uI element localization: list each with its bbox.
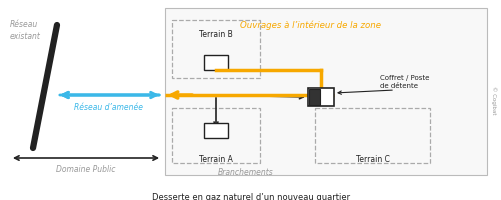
Text: Terrain B: Terrain B: [199, 30, 233, 39]
Bar: [165, 8, 487, 175]
Text: Terrain C: Terrain C: [356, 155, 389, 164]
Bar: [172, 20, 260, 78]
Bar: [172, 108, 260, 163]
Text: Réseau
existant: Réseau existant: [10, 20, 41, 41]
Bar: [204, 55, 228, 70]
Text: Domaine Public: Domaine Public: [56, 165, 116, 174]
Text: Desserte en gaz naturel d’un nouveau quartier: Desserte en gaz naturel d’un nouveau qua…: [152, 193, 350, 200]
Bar: [309, 89, 320, 105]
Bar: [204, 123, 228, 138]
Text: Réseau d’amenée: Réseau d’amenée: [75, 103, 143, 112]
Bar: [315, 108, 430, 163]
Text: Ouvrages à l’intérieur de la zone: Ouvrages à l’intérieur de la zone: [240, 20, 381, 29]
Bar: [308, 88, 334, 106]
Text: Terrain A: Terrain A: [199, 155, 233, 164]
Text: Coffret / Poste
de détente: Coffret / Poste de détente: [380, 75, 429, 88]
Text: Branchements: Branchements: [218, 168, 274, 177]
Text: © Cogibat: © Cogibat: [491, 86, 497, 114]
